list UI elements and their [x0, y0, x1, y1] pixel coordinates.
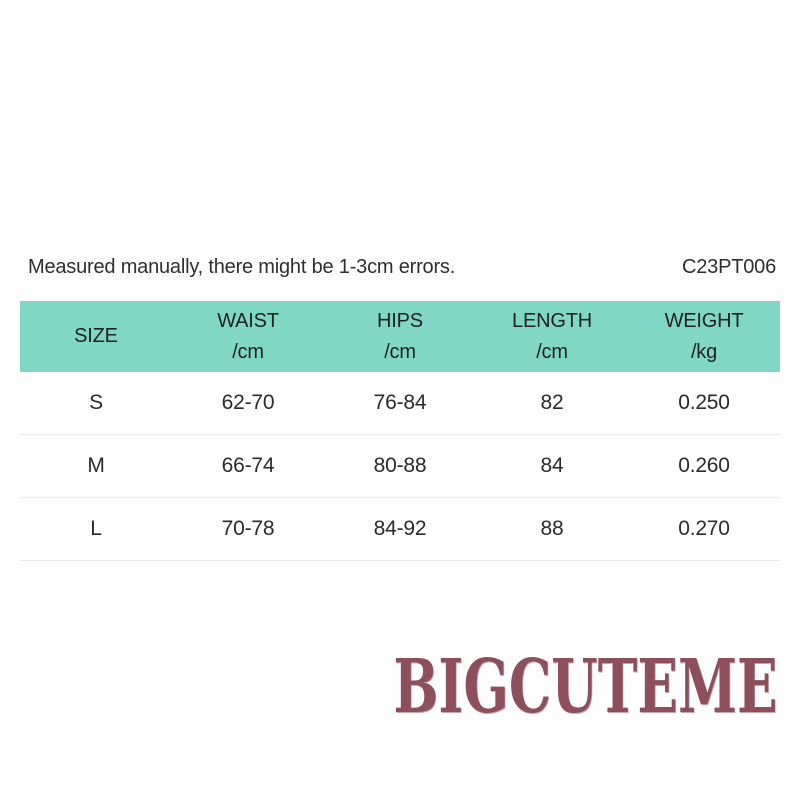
column-label: SIZE — [74, 325, 118, 347]
cell-length: 82 — [540, 391, 564, 414]
cell-length: 88 — [540, 517, 564, 540]
column-label: HIPS — [377, 309, 423, 332]
cell-length: 84 — [540, 454, 564, 477]
cell-size: S — [89, 391, 103, 414]
column-header-hips: HIPS /cm — [324, 301, 476, 372]
column-label: LENGTH — [512, 309, 592, 332]
column-label: WAIST — [217, 309, 279, 332]
note-row: Measured manually, there might be 1-3cm … — [28, 256, 776, 279]
cell-waist: 70-78 — [221, 517, 275, 540]
column-header-size: SIZE — [20, 301, 172, 372]
cell-weight: 0.260 — [678, 454, 730, 477]
column-unit: /cm — [232, 340, 264, 363]
table-row-size-m: M 66-74 80-88 84 0.260 — [20, 435, 780, 498]
column-label: WEIGHT — [664, 309, 744, 332]
cell-waist: 66-74 — [221, 454, 275, 477]
size-table: SIZE WAIST /cm HIPS /cm LENGTH /cm WEIGH… — [20, 301, 780, 561]
product-code: C23PT006 — [681, 256, 776, 278]
cell-waist: 62-70 — [221, 391, 275, 414]
measurement-note: Measured manually, there might be 1-3cm … — [28, 256, 456, 278]
column-unit: /kg — [690, 340, 718, 363]
column-header-length: LENGTH /cm — [476, 301, 628, 372]
column-header-waist: WAIST /cm — [172, 301, 324, 372]
size-table-header-row: SIZE WAIST /cm HIPS /cm LENGTH /cm WEIGH… — [20, 301, 780, 372]
column-unit: /cm — [384, 340, 416, 363]
cell-hips: 80-88 — [373, 454, 427, 477]
cell-size: M — [87, 454, 105, 477]
table-row-size-s: S 62-70 76-84 82 0.250 — [20, 372, 780, 435]
cell-weight: 0.250 — [678, 391, 730, 414]
cell-hips: 84-92 — [373, 517, 427, 540]
cell-size: L — [90, 517, 102, 540]
cell-weight: 0.270 — [678, 517, 730, 540]
column-unit: /cm — [536, 340, 568, 363]
column-header-weight: WEIGHT /kg — [628, 301, 780, 372]
brand-logo: BIGCUTEME — [393, 644, 778, 730]
table-row-size-l: L 70-78 84-92 88 0.270 — [20, 498, 780, 561]
cell-hips: 76-84 — [373, 391, 427, 414]
